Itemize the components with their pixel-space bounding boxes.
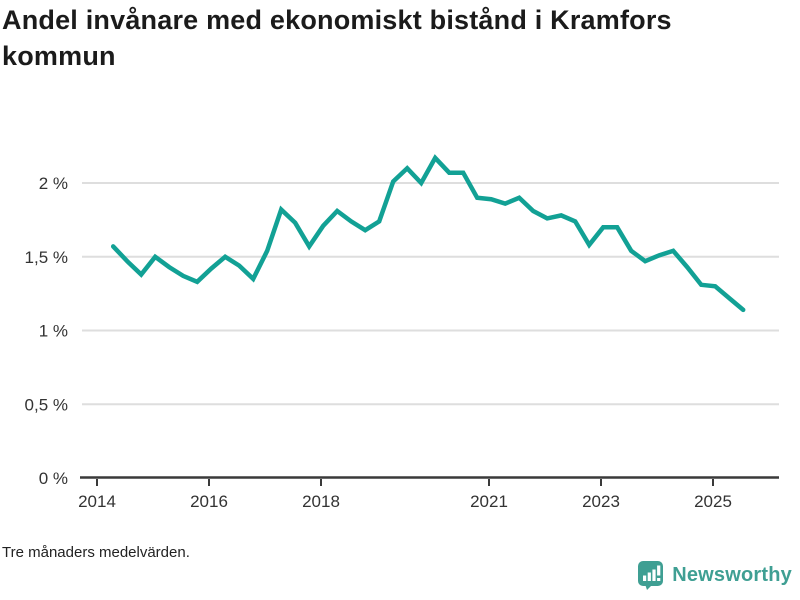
y-axis-tick-label: 1 % bbox=[39, 322, 68, 341]
y-axis-tick-label: 1,5 % bbox=[25, 248, 68, 267]
y-axis-tick-label: 2 % bbox=[39, 174, 68, 193]
y-axis-tick-label: 0 % bbox=[39, 469, 68, 488]
x-axis-tick-label: 2016 bbox=[190, 492, 228, 511]
newsworthy-bubble-chart-icon bbox=[638, 561, 664, 590]
x-axis-tick-label: 2021 bbox=[470, 492, 508, 511]
x-axis-tick-label: 2018 bbox=[302, 492, 340, 511]
chart-footnote: Tre månaders medelvärden. bbox=[2, 544, 190, 561]
x-axis-tick-label: 2014 bbox=[78, 492, 116, 511]
x-axis-tick-label: 2023 bbox=[582, 492, 620, 511]
x-axis-tick-label: 2025 bbox=[694, 492, 732, 511]
y-axis-tick-label: 0,5 % bbox=[25, 395, 68, 414]
data-series-line bbox=[110, 154, 746, 313]
newsworthy-wordmark: Newsworthy bbox=[672, 564, 792, 586]
page-title: Andel invånare med ekonomiskt bistånd i … bbox=[2, 5, 672, 71]
newsworthy-logo: Newsworthy bbox=[638, 561, 792, 590]
